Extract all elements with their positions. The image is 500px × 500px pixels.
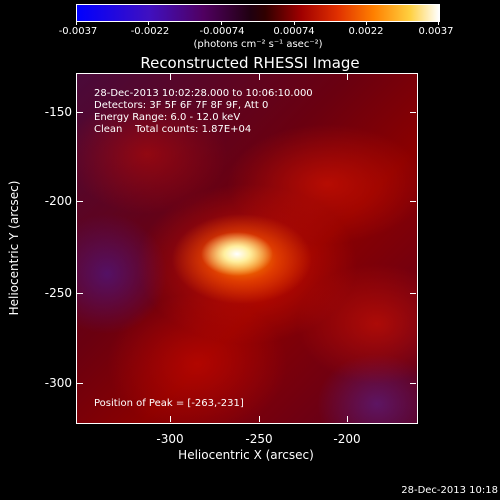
plot-title: Reconstructed RHESSI Image xyxy=(140,54,360,72)
colorbar-label: 0.0022 xyxy=(348,26,384,37)
colorbar xyxy=(76,4,440,22)
x-tick-label: -200 xyxy=(333,432,361,446)
y-tick-right xyxy=(410,383,416,384)
colorbar-label: -0.0037 xyxy=(58,26,98,37)
info-detectors: Detectors: 3F 5F 6F 7F 8F 9F, Att 0 xyxy=(94,100,269,111)
x-tick xyxy=(259,416,260,422)
x-tick-top xyxy=(347,74,348,80)
info-energy-range: Energy Range: 6.0 - 12.0 keV xyxy=(94,112,241,123)
x-tick-label: -250 xyxy=(245,432,273,446)
x-tick-top xyxy=(259,74,260,80)
y-axis-title: Heliocentric Y (arcsec) xyxy=(7,180,21,316)
colorbar-label: -0.0022 xyxy=(130,26,170,37)
info-time-range: 28-Dec-2013 10:02:28.000 to 10:06:10.000 xyxy=(94,88,313,99)
y-tick xyxy=(77,201,83,202)
y-tick xyxy=(77,383,83,384)
y-tick-label: -150 xyxy=(44,105,72,119)
colorbar-tick xyxy=(366,21,367,25)
y-tick xyxy=(77,112,83,113)
colorbar-label: -0.00074 xyxy=(199,26,245,37)
peak-position: Position of Peak = [-263,-231] xyxy=(94,398,244,409)
colorbar-tick xyxy=(148,21,149,25)
rhessi-image xyxy=(76,73,418,424)
x-tick-label: -300 xyxy=(156,432,184,446)
y-tick-label: -300 xyxy=(44,376,72,390)
colorbar-tick xyxy=(294,21,295,25)
y-tick-right xyxy=(410,112,416,113)
colorbar-label: 0.0037 xyxy=(418,26,454,37)
timestamp: 28-Dec-2013 10:18 xyxy=(401,485,498,496)
y-tick-label: -250 xyxy=(44,286,72,300)
x-tick xyxy=(347,416,348,422)
x-tick-top xyxy=(170,74,171,80)
colorbar-label: 0.00074 xyxy=(273,26,315,37)
x-tick xyxy=(170,416,171,422)
colorbar-tick xyxy=(76,21,77,25)
info-total-counts: Clean Total counts: 1.87E+04 xyxy=(94,124,252,135)
colorbar-tick xyxy=(438,21,439,25)
colorbar-unit: (photons cm⁻² s⁻¹ asec⁻²) xyxy=(193,39,323,50)
y-tick-label: -200 xyxy=(44,194,72,208)
y-tick-right xyxy=(410,293,416,294)
y-tick xyxy=(77,293,83,294)
y-tick-right xyxy=(410,201,416,202)
colorbar-tick xyxy=(221,21,222,25)
x-axis-title: Heliocentric X (arcsec) xyxy=(178,448,314,462)
